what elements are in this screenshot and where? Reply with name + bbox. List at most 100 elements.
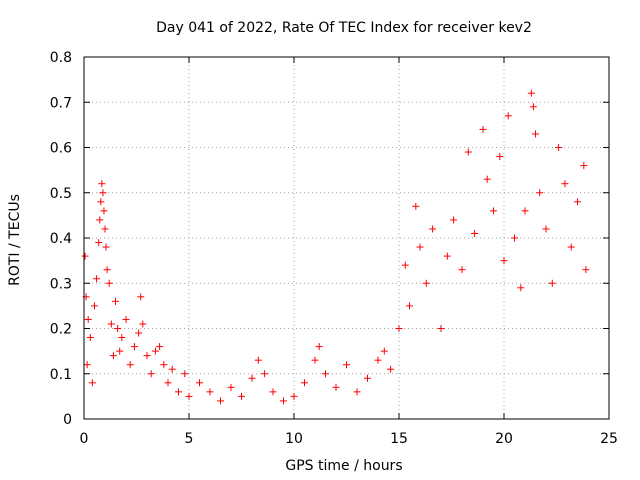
data-point (118, 334, 126, 342)
grid-lines (84, 57, 609, 419)
data-point (458, 266, 466, 274)
data-point (93, 275, 101, 283)
data-point (332, 383, 340, 391)
y-tick-label: 0.8 (50, 50, 72, 66)
data-point (532, 130, 539, 138)
data-point (185, 392, 193, 400)
data-point (99, 189, 107, 197)
data-point (504, 112, 512, 120)
data-point (269, 388, 277, 396)
data-point (114, 325, 122, 332)
chart-title: Day 041 of 2022, Rate Of TEC Index for r… (156, 20, 532, 36)
data-point (567, 243, 575, 251)
data-point (471, 229, 479, 237)
data-point (450, 216, 458, 224)
y-tick-label: 0.2 (50, 322, 72, 338)
data-point (422, 279, 430, 287)
data-point (290, 392, 298, 400)
data-point (100, 207, 108, 215)
data-point (91, 302, 98, 310)
data-point (401, 261, 409, 269)
data-point (96, 216, 104, 224)
data-point (555, 144, 563, 151)
data-point (248, 374, 256, 382)
data-point (500, 257, 508, 265)
data-point (301, 379, 308, 387)
data-point (181, 370, 189, 378)
data-point (112, 297, 119, 305)
data-point (151, 347, 159, 355)
data-point (464, 148, 472, 156)
data-point (561, 180, 569, 188)
data-point (261, 370, 269, 378)
data-point (98, 180, 106, 188)
data-points (81, 89, 590, 405)
data-point (206, 388, 214, 396)
data-point (429, 225, 437, 233)
x-tick-label: 5 (185, 431, 194, 447)
data-point (86, 334, 94, 342)
data-point (582, 266, 590, 274)
data-point (139, 320, 147, 328)
data-point (103, 266, 111, 274)
y-tick-label: 0.3 (50, 276, 72, 292)
data-point (511, 234, 518, 242)
data-point (416, 243, 424, 251)
data-point (374, 356, 382, 364)
y-tick-label: 0.7 (50, 95, 72, 111)
x-axis-label: GPS time / hours (285, 458, 402, 474)
data-point (343, 361, 350, 369)
x-tick-label: 0 (80, 431, 89, 447)
data-point (175, 388, 182, 396)
data-point (395, 325, 403, 332)
y-tick-label: 0.4 (50, 231, 72, 247)
data-point (517, 284, 525, 292)
data-point (548, 279, 556, 287)
data-point (147, 370, 155, 378)
data-point (97, 198, 105, 206)
data-point (490, 207, 497, 215)
data-point (542, 225, 550, 233)
data-point (122, 315, 130, 323)
data-point (156, 343, 164, 351)
data-point (574, 198, 581, 206)
y-tick-labels: 0 0.1 0.2 0.3 0.4 0.5 0.6 0.7 0.8 (50, 50, 72, 428)
data-point (238, 392, 245, 400)
x-tick-label: 20 (495, 431, 513, 447)
data-point (387, 365, 395, 373)
data-point (496, 153, 504, 161)
data-point (529, 103, 537, 111)
data-point (143, 352, 151, 360)
x-tick-label: 10 (285, 431, 303, 447)
data-point (160, 361, 168, 369)
y-tick-label: 0.6 (50, 141, 72, 157)
plot-frame (83, 56, 610, 420)
x-tick-labels: 0 5 10 15 20 25 (80, 431, 618, 447)
data-point (164, 379, 172, 387)
data-point (254, 356, 262, 364)
data-point (137, 293, 145, 301)
data-point (196, 379, 203, 387)
data-point (280, 397, 287, 405)
data-point (227, 383, 235, 391)
y-tick-label: 0.1 (50, 367, 72, 383)
data-point (88, 379, 96, 387)
x-tick-label: 15 (390, 431, 408, 447)
data-point (135, 329, 143, 337)
data-point (521, 207, 529, 215)
data-point (102, 243, 110, 251)
data-point (101, 225, 109, 233)
data-point (315, 343, 323, 351)
data-point (353, 388, 361, 396)
data-point (380, 347, 388, 355)
data-point (84, 315, 92, 323)
y-tick-label: 0 (63, 412, 72, 428)
data-point (311, 356, 319, 364)
x-tick-label: 25 (600, 431, 618, 447)
data-point (83, 361, 91, 369)
data-point (116, 347, 124, 355)
data-point (109, 352, 117, 360)
data-point (217, 397, 224, 405)
data-point (105, 279, 113, 287)
